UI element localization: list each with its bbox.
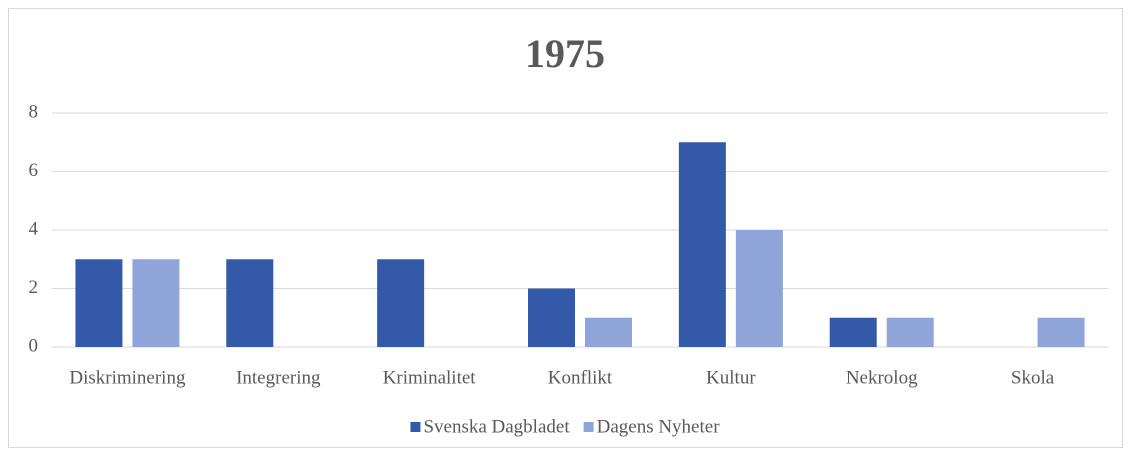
bar [829, 317, 877, 347]
bar [735, 230, 783, 347]
y-tick-label: 8 [29, 101, 39, 122]
legend-label: Dagens Nyheter [597, 416, 721, 437]
chart-title: 1975 [525, 31, 605, 76]
legend-label: Svenska Dagbladet [423, 416, 570, 437]
bar [678, 142, 726, 347]
y-tick-label: 2 [29, 277, 39, 298]
bar [528, 288, 575, 347]
bar [1037, 317, 1085, 347]
x-tick-label: Kriminalitet [383, 367, 477, 388]
legend-swatch [583, 422, 594, 432]
y-tick-label: 0 [29, 335, 39, 356]
y-tick-label: 4 [29, 218, 39, 239]
bar [75, 259, 123, 347]
bar [585, 317, 632, 347]
y-tick-label: 6 [29, 160, 39, 181]
chart-border [8, 8, 1123, 448]
x-tick-label: Konflikt [548, 367, 613, 388]
bar [886, 317, 934, 347]
x-tick-label: Integrering [236, 367, 321, 388]
bar [132, 259, 180, 347]
x-tick-label: Skola [1011, 367, 1055, 388]
bar [377, 259, 425, 347]
bar [226, 259, 274, 347]
x-tick-label: Diskriminering [69, 367, 186, 388]
legend-swatch [410, 422, 421, 432]
x-tick-label: Kultur [706, 367, 756, 388]
x-tick-label: Nekrolog [846, 367, 918, 388]
